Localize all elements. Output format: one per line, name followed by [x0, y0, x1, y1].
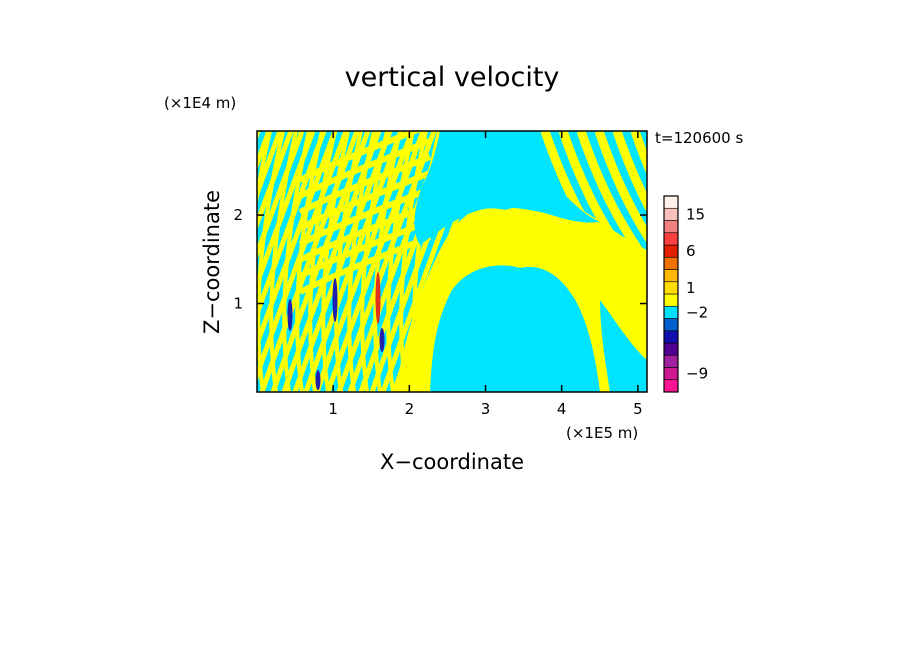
wave-band	[257, 131, 259, 141]
colorbar-swatch	[663, 195, 679, 209]
velocity-streak	[379, 328, 385, 352]
colorbar-swatch	[663, 293, 679, 307]
colorbar-swatch	[663, 379, 679, 393]
x-axis-label: X−coordinate	[380, 450, 524, 474]
wave-band	[97, 131, 192, 392]
x-tick-label: 5	[633, 400, 643, 418]
wave-band	[298, 154, 432, 215]
upper-cyan-plume	[414, 131, 600, 245]
wave-band	[257, 131, 283, 201]
wave-band	[360, 131, 389, 392]
x-tick-label: 4	[557, 400, 567, 418]
velocity-streak	[332, 278, 338, 322]
wave-band	[257, 131, 285, 392]
plot-frame	[256, 130, 648, 393]
colorbar-swatch	[663, 342, 679, 356]
wave-band	[308, 131, 337, 392]
wave-band	[298, 186, 432, 247]
wave-band	[86, 131, 181, 392]
wave-band	[298, 170, 432, 231]
x-tick-label: 3	[481, 400, 491, 418]
colorbar-swatch	[663, 269, 679, 283]
strong-streaks	[287, 272, 385, 390]
colorbar-label: 1	[686, 279, 696, 297]
wave-band	[347, 131, 376, 392]
colorbar-swatch	[663, 207, 679, 221]
colorbar-label: −9	[686, 365, 708, 383]
colorbar-label: −2	[686, 303, 708, 321]
left-wave-bands	[86, 131, 503, 392]
chart-title: vertical velocity	[345, 62, 560, 93]
wave-band	[298, 202, 432, 263]
colorbar-swatch	[663, 256, 679, 270]
central-cyan-core	[430, 265, 600, 392]
colorbar-swatch	[663, 244, 679, 258]
y-axis-ticks: 12	[233, 206, 647, 313]
colorbar-swatch	[663, 281, 679, 295]
wave-band	[269, 131, 298, 392]
velocity-streak	[287, 299, 293, 331]
x-axis-ticks: 1 2 3 4 5	[328, 131, 643, 418]
colorbar-swatch	[663, 354, 679, 368]
colorbar-label: 6	[686, 242, 696, 260]
x-tick-label: 2	[405, 400, 415, 418]
wave-band	[108, 131, 203, 392]
wave-band	[321, 131, 350, 392]
velocity-streak	[375, 272, 381, 324]
wave-band	[257, 131, 272, 208]
x-tick-label: 1	[328, 400, 338, 418]
colorbar-swatch	[663, 220, 679, 234]
x-axis-unit: (×1E5 m)	[566, 424, 638, 442]
wave-band	[612, 131, 647, 213]
colorbar-swatch	[663, 305, 679, 319]
velocity-field	[86, 131, 647, 392]
colorbar-swatch	[663, 232, 679, 246]
colorbar-label: 15	[686, 205, 705, 223]
colorbar: 15 6 1 −2 −9	[663, 195, 708, 393]
colorbar-swatch	[663, 318, 679, 332]
wave-band	[298, 218, 432, 279]
time-label: t=120600 s	[655, 129, 743, 147]
wave-band	[594, 131, 647, 244]
wave-band	[282, 131, 311, 392]
right-lower-cyan	[600, 300, 647, 392]
wave-band	[298, 138, 432, 199]
velocity-streak	[315, 370, 321, 390]
y-tick-label: 2	[233, 206, 243, 224]
wave-band	[386, 131, 415, 392]
wave-band	[630, 131, 647, 176]
wave-band	[298, 234, 432, 295]
colorbar-swatch	[663, 367, 679, 381]
colorbar-swatch	[663, 330, 679, 344]
y-axis-label: Z−coordinate	[200, 190, 224, 334]
y-axis-unit: (×1E4 m)	[164, 94, 236, 112]
wave-band	[576, 131, 647, 271]
colorbar-frame	[663, 195, 679, 393]
y-tick-label: 1	[233, 295, 243, 313]
